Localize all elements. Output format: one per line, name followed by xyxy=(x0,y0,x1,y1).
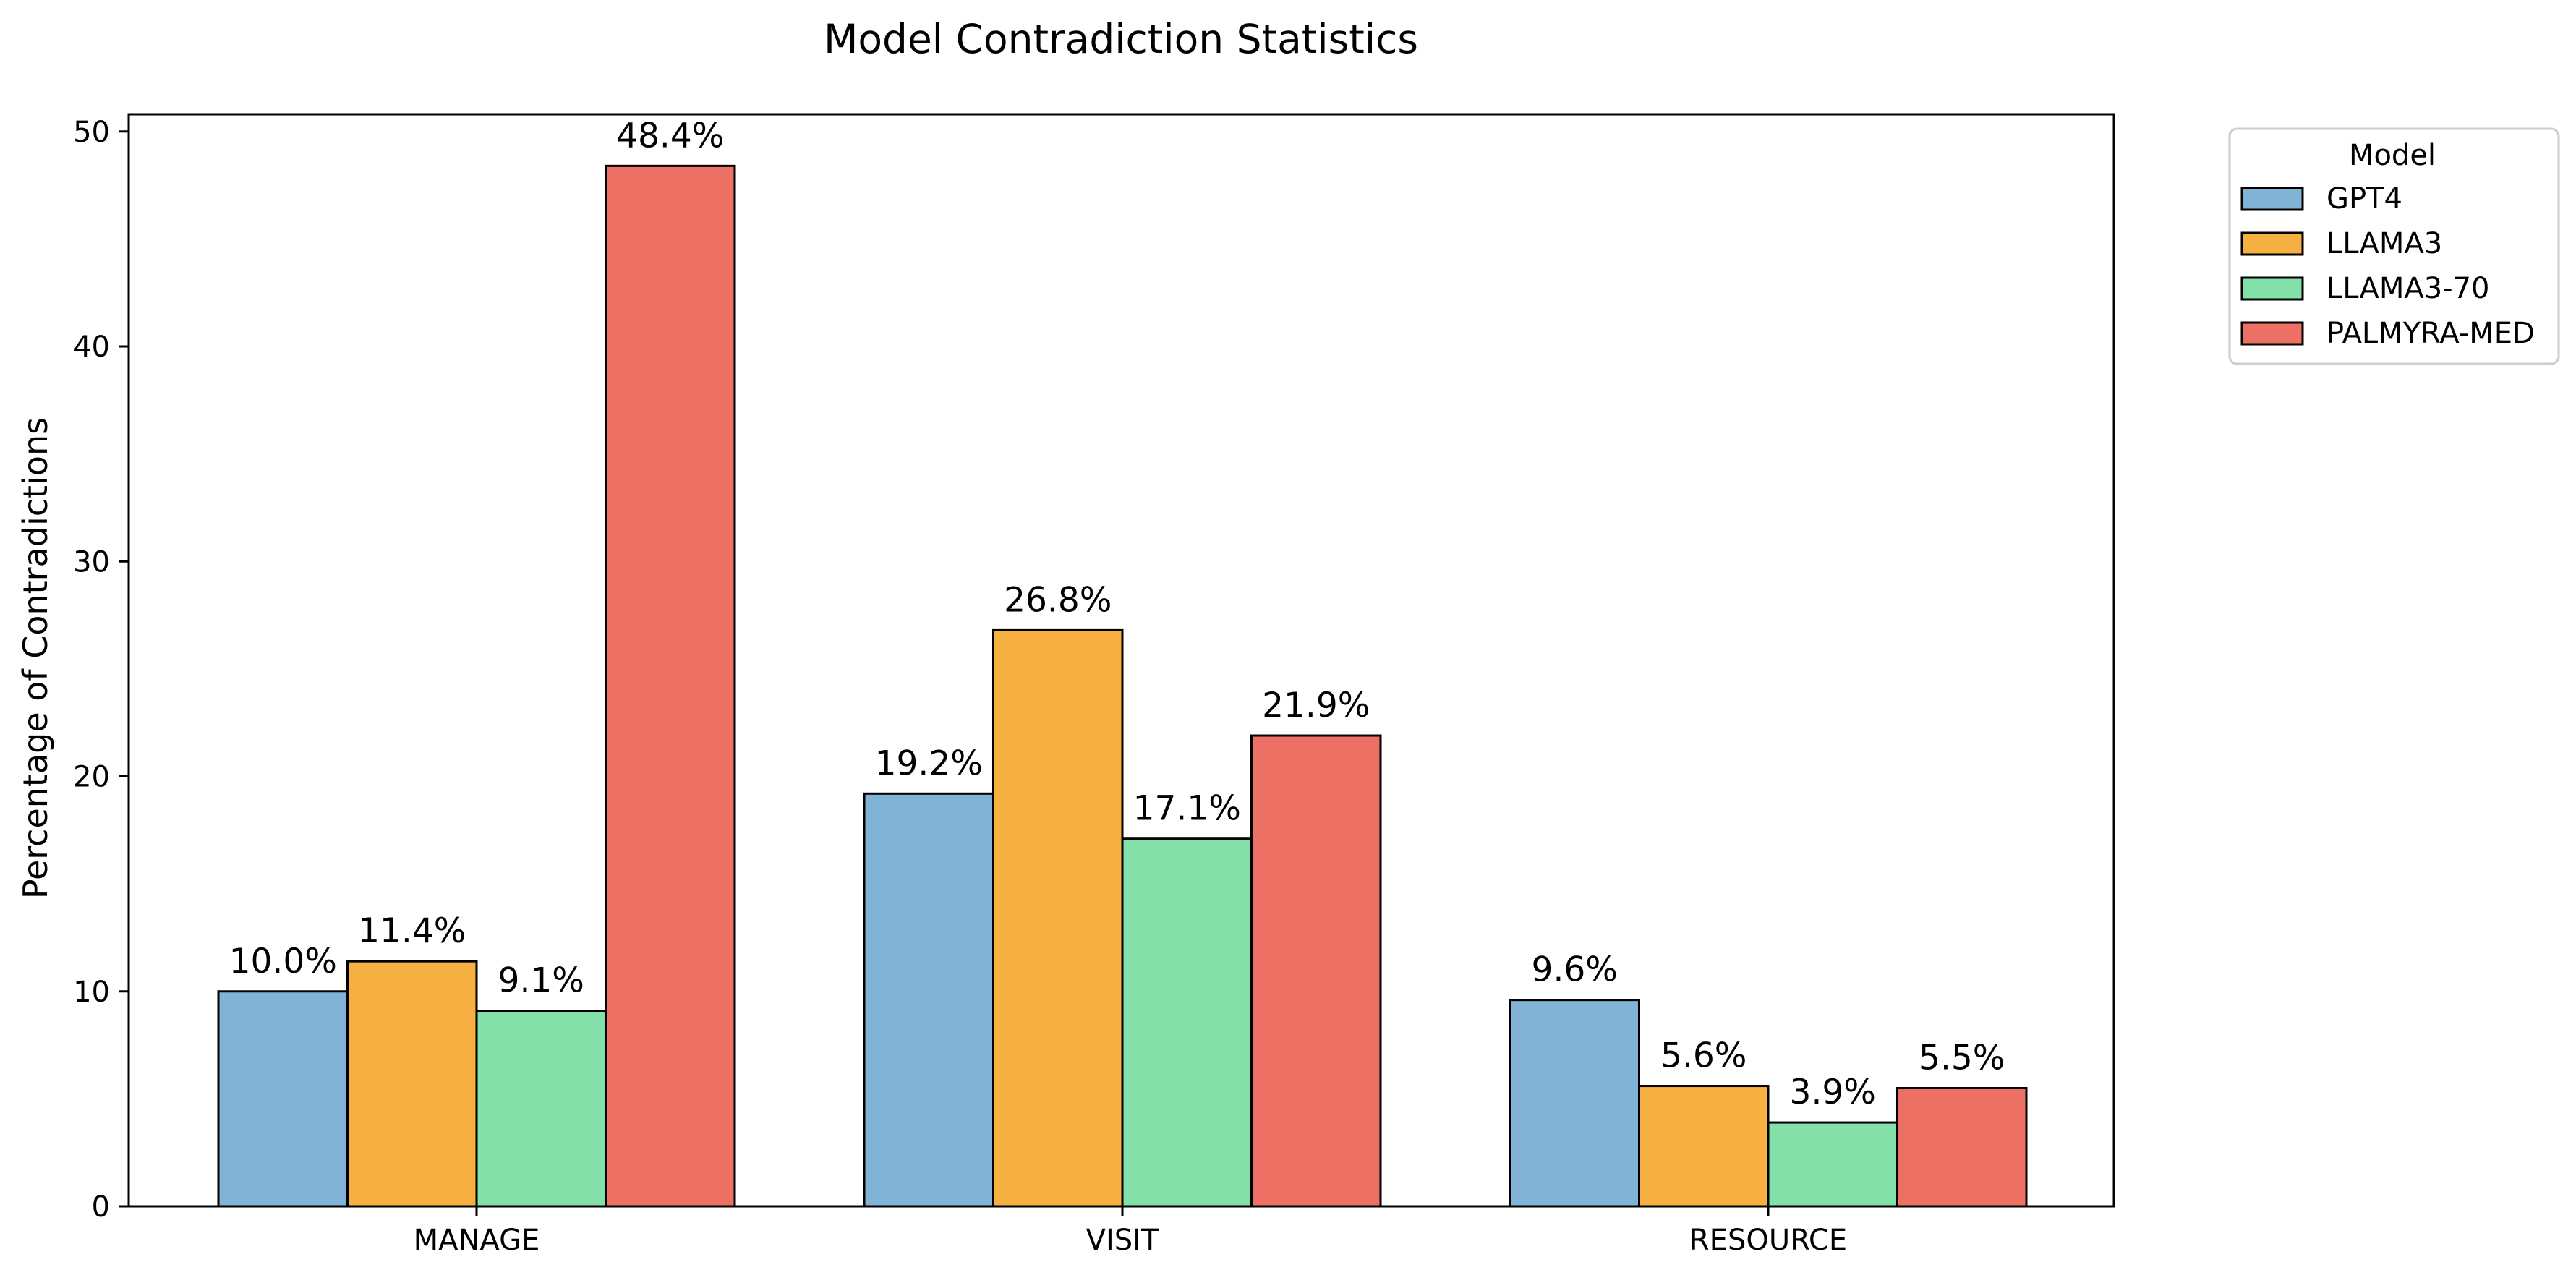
bar-gpt4-visit xyxy=(863,792,994,1208)
legend-swatch xyxy=(2240,321,2304,346)
x-tick-label: MANAGE xyxy=(414,1224,540,1257)
x-axis: MANAGE VISIT RESOURCE xyxy=(414,1206,1847,1257)
data-label: 9.1% xyxy=(498,961,584,1001)
bar-gpt4-manage xyxy=(217,990,349,1208)
bars-layer xyxy=(217,164,2028,1208)
data-label: 5.6% xyxy=(1660,1036,1747,1076)
legend-entry-label: LLAMA3-70 xyxy=(2326,272,2490,305)
data-label: 48.4% xyxy=(616,116,724,155)
y-tick-label: 20 xyxy=(73,761,110,794)
bar-gpt4-resource xyxy=(1509,999,1640,1208)
data-label: 11.4% xyxy=(358,911,466,951)
bar-llama3-70-manage xyxy=(475,1010,607,1208)
data-labels-layer: 10.0% 19.2% 9.6% 11.4% 26.8% 5.6% 9.1% 17.1% 3.9… xyxy=(229,116,2005,1112)
legend: Model GPT4 LLAMA3 LLAMA3-70 PALMYRA-MED xyxy=(2228,127,2560,365)
data-label: 26.8% xyxy=(1004,580,1112,620)
bar-llama3-70-resource xyxy=(1767,1121,1898,1208)
legend-entry-label: GPT4 xyxy=(2326,182,2402,216)
x-tick-label: RESOURCE xyxy=(1689,1224,1847,1257)
legend-swatch xyxy=(2240,231,2304,256)
y-axis: 0 10 20 30 40 50 xyxy=(73,116,129,1224)
legend-swatch xyxy=(2240,187,2304,211)
data-label: 17.1% xyxy=(1133,789,1241,829)
data-label: 3.9% xyxy=(1790,1073,1876,1112)
data-label: 21.9% xyxy=(1262,686,1370,725)
legend-entry-label: PALMYRA-MED xyxy=(2326,317,2535,350)
data-label: 10.0% xyxy=(229,942,337,981)
bar-llama3-manage xyxy=(346,960,478,1208)
y-axis-label: Percentage of Contradictions xyxy=(16,417,55,899)
y-tick-label: 40 xyxy=(73,331,110,364)
data-label: 19.2% xyxy=(875,743,983,783)
bar-palmyra-med-resource xyxy=(1896,1087,2028,1208)
y-tick-label: 50 xyxy=(73,116,110,149)
legend-box xyxy=(2228,127,2560,365)
bar-llama3-resource xyxy=(1638,1085,1770,1208)
data-label: 5.5% xyxy=(1919,1039,2005,1078)
y-tick-label: 30 xyxy=(73,545,110,579)
y-tick-label: 0 xyxy=(92,1190,110,1224)
chart-title: Model Contradiction Statistics xyxy=(824,16,1418,62)
x-tick-label: VISIT xyxy=(1086,1224,1159,1257)
legend-entry-label: LLAMA3 xyxy=(2326,227,2442,260)
bar-palmyra-med-visit xyxy=(1250,734,1382,1208)
legend-title: Model xyxy=(2349,139,2436,172)
data-label: 9.6% xyxy=(1532,950,1618,990)
bar-llama3-visit xyxy=(992,628,1124,1208)
bar-llama3-70-visit xyxy=(1121,837,1253,1208)
bar-palmyra-med-manage xyxy=(605,164,736,1208)
y-tick-label: 10 xyxy=(73,976,110,1009)
legend-swatch xyxy=(2240,276,2304,301)
